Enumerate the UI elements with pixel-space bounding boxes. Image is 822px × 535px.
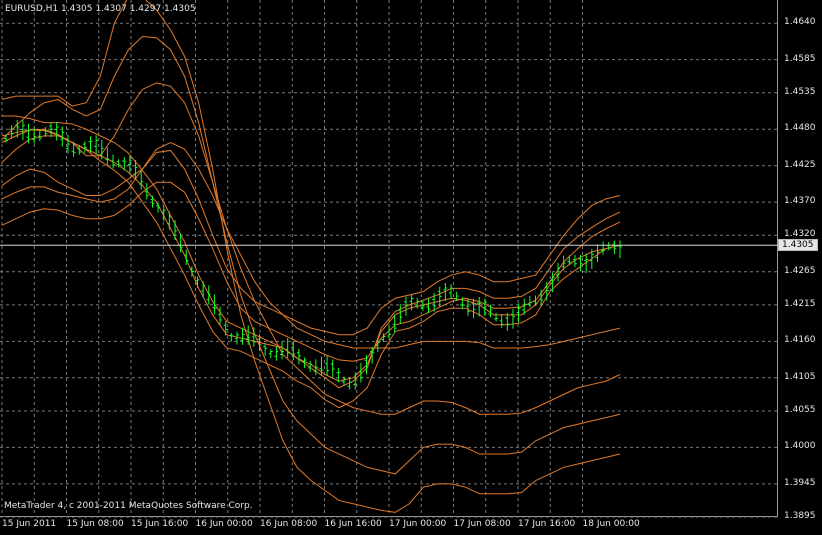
price-tick-label: 1.4585 [784,53,816,64]
price-tick-label: 1.4370 [784,196,816,207]
price-tick-label: 1.4160 [784,335,816,346]
price-tick-label: 1.4265 [784,265,816,276]
grid [0,0,778,518]
band-line [1,0,621,513]
time-tick-label: 16 Jun 08:00 [260,519,318,529]
current-price-box: 1.4305 [778,239,818,252]
time-tick-label: 18 Jun 00:00 [582,519,640,529]
band-line [1,129,621,409]
band-line [1,35,621,475]
window-title: EURUSD,H1 [5,4,59,14]
bands [1,0,621,513]
time-tick-label: 15 Jun 2011 [2,519,57,529]
time-tick-label: 17 Jun 08:00 [453,519,511,529]
time-tick-label: 16 Jun 16:00 [324,519,382,529]
band-line [1,141,621,349]
time-tick-label: 15 Jun 08:00 [66,519,124,529]
ohlc-values: 1.4305 1.4307 1.4297 1.4305 [61,4,196,14]
band-line [2,115,621,389]
symbol-ohlc: EURUSD,H1 1.4305 1.4307 1.4297 1.4305 [5,4,196,15]
band-line [1,149,621,336]
copyright: MetaTrader 4, c 2001-2011 MetaQuotes Sof… [4,501,253,511]
price-tick-label: 1.4320 [784,229,816,240]
price-tick-label: 1.4480 [784,123,816,134]
price-tick-label: 1.4425 [784,159,816,170]
current-price-label: 1.4305 [782,240,814,251]
time-tick-label: 16 Jun 00:00 [195,519,253,529]
price-tick-label: 1.4535 [784,86,816,97]
band-line [1,82,621,415]
price-tick-label: 1.4215 [784,298,816,309]
price-tick-label: 1.4000 [784,441,816,452]
price-tick-label: 1.3895 [784,511,816,521]
time-tick-label: 17 Jun 16:00 [518,519,576,529]
price-tick-label: 1.3945 [784,477,816,488]
price-tick-label: 1.4105 [784,371,816,382]
time-tick-label: 17 Jun 00:00 [389,519,447,529]
time-tick-label: 15 Jun 16:00 [131,519,189,529]
price-tick-label: 1.4055 [784,404,816,415]
price-tick-label: 1.4640 [784,17,816,28]
candles [4,120,622,390]
band-line [1,181,621,362]
band-line [1,128,621,382]
